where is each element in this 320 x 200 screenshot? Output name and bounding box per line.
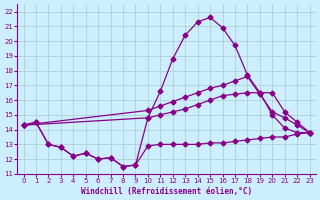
X-axis label: Windchill (Refroidissement éolien,°C): Windchill (Refroidissement éolien,°C) <box>81 187 252 196</box>
